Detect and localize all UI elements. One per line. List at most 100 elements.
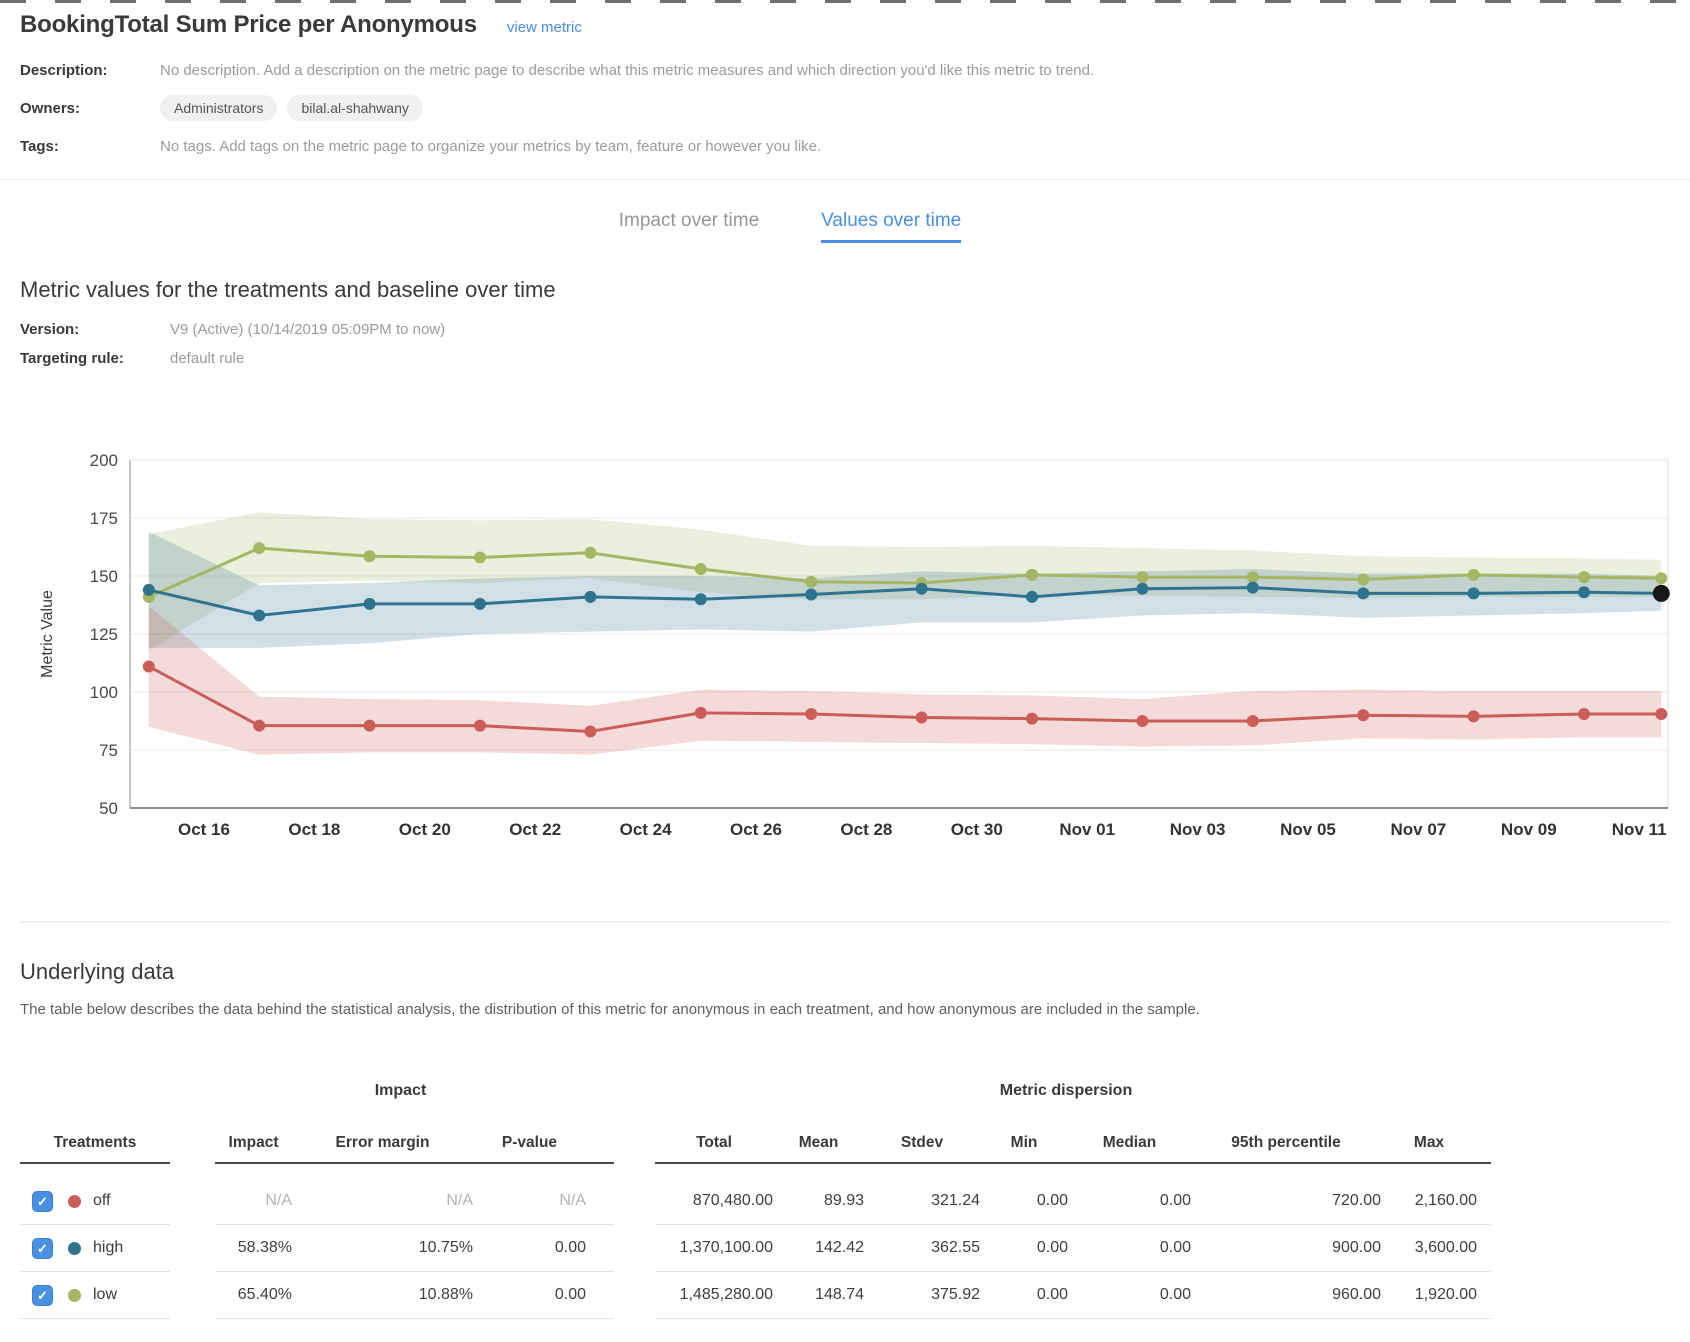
svg-text:100: 100 xyxy=(90,683,118,702)
cell-impact: 65.40% xyxy=(237,1286,292,1303)
description-text: No description. Add a description on the… xyxy=(160,61,1095,79)
svg-text:Oct 22: Oct 22 xyxy=(509,820,561,839)
version-label: Version: xyxy=(20,321,80,338)
section-divider xyxy=(20,921,1670,923)
cell-median: 0.00 xyxy=(1159,1192,1191,1209)
page-header: BookingTotal Sum Price per Anonymous vie… xyxy=(20,11,1670,39)
y-axis-label: Metric Value xyxy=(39,590,56,678)
underlying-data-description: The table below describes the data behin… xyxy=(20,1001,1200,1018)
chart-section-title: Metric values for the treatments and bas… xyxy=(20,277,556,302)
targeting-rule-value: default rule xyxy=(170,350,245,367)
svg-text:75: 75 xyxy=(99,741,118,760)
col-total: Total xyxy=(696,1134,732,1151)
tags-label: Tags: xyxy=(20,137,59,155)
table-row-low: ✓ low 65.40% 10.88% 0.00 1,485,280.00 14… xyxy=(20,1272,1690,1319)
col-95th-percentile: 95th percentile xyxy=(1231,1134,1341,1151)
owners-label: Owners: xyxy=(20,99,81,117)
owners-row: Owners: Administrators bilal.al-shahwany xyxy=(20,95,1670,121)
svg-text:Nov 09: Nov 09 xyxy=(1501,820,1557,839)
description-label: Description: xyxy=(20,61,108,79)
cell-mean: 148.74 xyxy=(815,1286,864,1303)
cell-error-margin: N/A xyxy=(446,1192,473,1209)
treatment-dot-high xyxy=(68,1241,81,1255)
cell-total: 870,480.00 xyxy=(692,1192,773,1209)
check-icon: ✓ xyxy=(37,1287,48,1303)
targeting-rule-label: Targeting rule: xyxy=(20,350,124,367)
cell-total: 1,485,280.00 xyxy=(679,1286,773,1303)
cell-min: 0.00 xyxy=(1036,1239,1068,1256)
treatment-dot-low xyxy=(68,1288,81,1302)
cell-stdev: 362.55 xyxy=(931,1239,980,1256)
treatment-dot-off xyxy=(68,1194,81,1208)
col-stdev: Stdev xyxy=(900,1134,944,1151)
treatment-checkbox-low[interactable]: ✓ xyxy=(32,1284,53,1306)
svg-text:Nov 01: Nov 01 xyxy=(1059,820,1115,839)
view-metric-link[interactable]: view metric xyxy=(506,19,582,36)
treatment-checkbox-high[interactable]: ✓ xyxy=(32,1237,53,1259)
cell-mean: 89.93 xyxy=(823,1192,864,1209)
tab-values-over-time[interactable]: Values over time xyxy=(821,210,962,243)
tags-row: Tags: No tags. Add tags on the metric pa… xyxy=(20,135,1670,157)
svg-text:Nov 07: Nov 07 xyxy=(1391,820,1447,839)
svg-text:Oct 16: Oct 16 xyxy=(178,820,230,839)
cell-p-value: 0.00 xyxy=(554,1239,586,1256)
svg-text:Oct 24: Oct 24 xyxy=(620,820,673,839)
page-top-dashed-border xyxy=(0,0,1690,3)
cell-95th-percentile: 960.00 xyxy=(1332,1286,1381,1303)
check-icon: ✓ xyxy=(37,1193,48,1209)
tags-text: No tags. Add tags on the metric page to … xyxy=(160,137,822,155)
cell-min: 0.00 xyxy=(1036,1192,1068,1209)
cell-mean: 142.42 xyxy=(815,1239,864,1256)
svg-text:Oct 20: Oct 20 xyxy=(399,820,451,839)
treatment-label-high: high xyxy=(93,1239,124,1256)
cell-stdev: 321.24 xyxy=(931,1192,980,1209)
svg-text:Oct 18: Oct 18 xyxy=(288,820,340,839)
tab-impact-over-time[interactable]: Impact over time xyxy=(618,210,760,231)
cell-total: 1,370,100.00 xyxy=(679,1239,773,1256)
check-icon: ✓ xyxy=(37,1240,48,1256)
values-over-time-chart: 200 175 150 125 100 75 50 Oct 16 Oct 18 Oct 20 Oct… xyxy=(39,451,1670,839)
group-header-impact: Impact xyxy=(374,1082,427,1099)
col-error-margin: Error margin xyxy=(335,1134,430,1151)
col-mean: Mean xyxy=(798,1134,839,1151)
cell-p-value: 0.00 xyxy=(554,1286,586,1303)
svg-text:150: 150 xyxy=(90,567,118,586)
svg-text:Oct 26: Oct 26 xyxy=(730,820,782,839)
owner-chip-user[interactable]: bilal.al-shahwany xyxy=(287,95,423,121)
svg-text:200: 200 xyxy=(90,451,118,470)
cell-median: 0.00 xyxy=(1159,1286,1191,1303)
cell-95th-percentile: 720.00 xyxy=(1332,1192,1381,1209)
cell-impact: 58.38% xyxy=(237,1239,292,1256)
svg-text:Nov 03: Nov 03 xyxy=(1170,820,1226,839)
cell-max: 1,920.00 xyxy=(1414,1286,1477,1303)
description-row: Description: No description. Add a descr… xyxy=(20,59,1670,81)
metric-meta: Description: No description. Add a descr… xyxy=(20,59,1670,157)
owner-chip-administrators[interactable]: Administrators xyxy=(160,95,278,121)
col-p-value: P-value xyxy=(501,1134,558,1151)
header-divider xyxy=(0,179,1690,180)
cell-max: 2,160.00 xyxy=(1414,1192,1477,1209)
underlying-data-table: Impact Metric dispersion Treatments Impa… xyxy=(20,1074,1690,1319)
cell-impact: N/A xyxy=(265,1192,292,1209)
col-median: Median xyxy=(1102,1134,1157,1151)
cell-error-margin: 10.75% xyxy=(418,1239,473,1256)
cell-stdev: 375.92 xyxy=(931,1286,980,1303)
col-max: Max xyxy=(1413,1134,1445,1151)
table-group-header-row: Impact Metric dispersion xyxy=(20,1074,1690,1108)
table-column-header-row: Treatments Impact Error margin P-value T… xyxy=(20,1108,1690,1164)
cell-error-margin: 10.88% xyxy=(418,1286,473,1303)
chart-tabs: Impact over time Values over time xyxy=(0,210,1635,243)
svg-text:Nov 05: Nov 05 xyxy=(1280,820,1336,839)
svg-text:50: 50 xyxy=(99,799,118,818)
svg-text:Oct 30: Oct 30 xyxy=(951,820,1003,839)
treatment-label-off: off xyxy=(93,1192,111,1209)
table-row-high: ✓ high 58.38% 10.75% 0.00 1,370,100.00 1… xyxy=(20,1225,1690,1272)
treatment-checkbox-off[interactable]: ✓ xyxy=(32,1190,53,1212)
cell-95th-percentile: 900.00 xyxy=(1332,1239,1381,1256)
svg-text:Oct 28: Oct 28 xyxy=(840,820,892,839)
treatment-label-low: low xyxy=(93,1286,118,1303)
page-title: BookingTotal Sum Price per Anonymous xyxy=(20,11,477,38)
svg-text:125: 125 xyxy=(90,625,118,644)
col-min: Min xyxy=(1010,1134,1038,1151)
col-treatments: Treatments xyxy=(53,1134,137,1151)
